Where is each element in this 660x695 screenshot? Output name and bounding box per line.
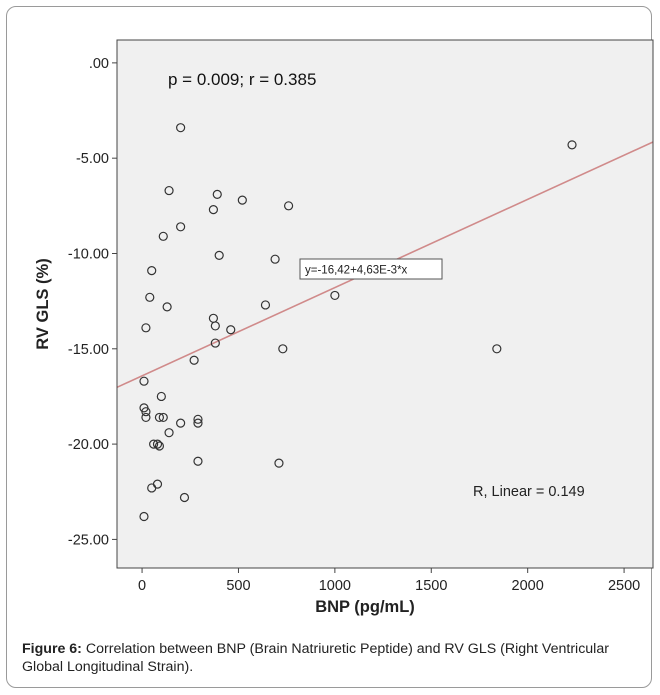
y-axis-label: RV GLS (%) xyxy=(34,258,52,349)
data-point xyxy=(162,302,172,312)
data-point xyxy=(147,483,157,493)
data-point xyxy=(492,344,502,354)
y-tick-label: -25.00 xyxy=(68,532,109,548)
x-tick-label: 1000 xyxy=(319,578,351,594)
data-point xyxy=(179,492,190,503)
data-point xyxy=(193,418,203,428)
figure-caption: Figure 6: Correlation between BNP (Brain… xyxy=(22,640,647,676)
plot-border xyxy=(116,39,654,569)
data-point xyxy=(154,441,165,451)
data-point xyxy=(141,407,151,417)
data-point xyxy=(330,290,340,301)
data-point xyxy=(158,231,168,241)
y-tick-label: -20.00 xyxy=(68,437,109,453)
data-point xyxy=(193,456,203,466)
data-point xyxy=(260,300,271,310)
data-point xyxy=(164,428,174,438)
y-tick-label: -5.00 xyxy=(76,151,109,167)
data-point xyxy=(141,412,151,423)
x-tick-label: 500 xyxy=(226,578,250,594)
data-point xyxy=(283,201,294,211)
data-point xyxy=(226,325,236,335)
equation-box xyxy=(299,258,443,280)
x-tick-label: 1500 xyxy=(415,578,447,594)
data-point xyxy=(567,140,577,150)
equation-label: y=-16,42+4,63E-3*x xyxy=(305,265,408,277)
data-point xyxy=(139,376,149,386)
x-tick-label: 2500 xyxy=(608,578,640,594)
data-point xyxy=(164,185,174,196)
data-point xyxy=(154,412,165,423)
data-point xyxy=(176,222,186,232)
data-point xyxy=(189,355,199,365)
data-point xyxy=(210,338,220,348)
data-point xyxy=(270,254,280,264)
data-point xyxy=(156,391,166,402)
data-point xyxy=(278,344,288,354)
data-point xyxy=(149,439,159,449)
data-point xyxy=(193,414,203,424)
data-point xyxy=(141,323,151,333)
data-point xyxy=(176,123,186,133)
data-point xyxy=(274,458,284,468)
data-point xyxy=(212,189,222,199)
data-point xyxy=(214,250,224,260)
y-tick-label: .00 xyxy=(89,56,109,72)
y-tick-label: -10.00 xyxy=(68,246,109,262)
figure-label: Figure 6: xyxy=(22,641,82,657)
plot-area xyxy=(117,40,653,568)
stats-annotation: p = 0.009; r = 0.385 xyxy=(168,70,316,89)
data-point xyxy=(158,412,168,423)
data-point xyxy=(237,195,247,205)
x-tick-label: 0 xyxy=(138,578,146,594)
r-linear-annotation: R, Linear = 0.149 xyxy=(473,484,585,500)
x-axis-label: BNP (pg/mL) xyxy=(315,598,415,616)
caption-text: Correlation between BNP (Brain Natriuret… xyxy=(22,641,609,675)
x-tick-label: 2000 xyxy=(512,578,544,594)
data-point xyxy=(139,511,149,522)
data-point xyxy=(152,439,163,449)
data-point xyxy=(176,418,186,428)
data-point xyxy=(147,266,157,276)
data-point xyxy=(145,292,155,302)
data-point xyxy=(210,321,220,331)
data-point xyxy=(208,205,219,215)
y-tick-label: -15.00 xyxy=(68,342,109,358)
